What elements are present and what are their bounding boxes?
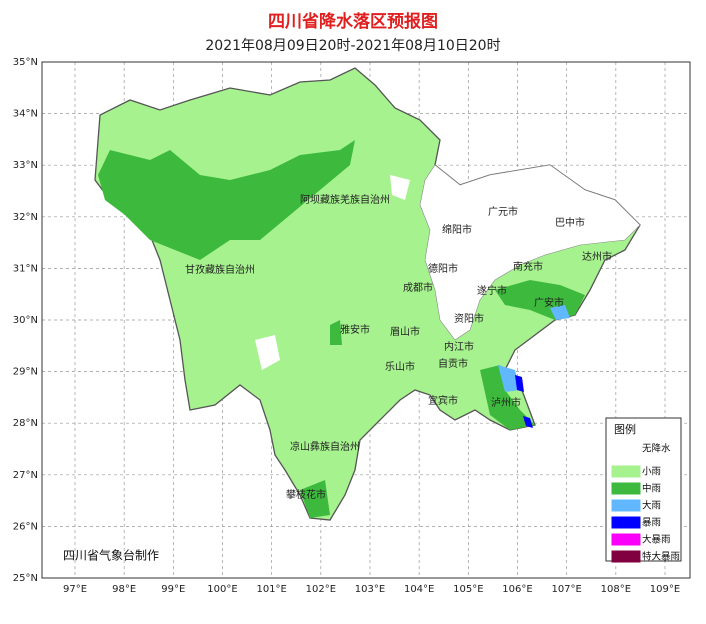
lat-tick-label: 27°N	[13, 470, 38, 481]
city-label: 遂宁市	[477, 284, 507, 297]
lon-tick-label: 97°E	[63, 584, 87, 595]
lon-tick-label: 99°E	[161, 584, 185, 595]
lon-tick-label: 101°E	[256, 584, 286, 595]
city-label: 凉山彝族自治州	[290, 440, 360, 453]
legend-swatch	[611, 499, 641, 512]
legend-swatch	[611, 550, 641, 563]
lat-tick-label: 31°N	[13, 263, 38, 274]
city-label: 泸州市	[491, 396, 521, 409]
city-label: 巴中市	[555, 216, 585, 229]
legend-label: 无降水	[642, 443, 671, 455]
legend-swatch	[611, 533, 641, 546]
lat-tick-label: 25°N	[13, 573, 38, 584]
heavy-rain-area	[498, 305, 570, 392]
legend-title: 图例	[614, 422, 636, 436]
legend-label: 大暴雨	[642, 534, 671, 546]
lon-tick-label: 105°E	[453, 584, 483, 595]
legend-swatch	[611, 516, 641, 529]
city-label: 自贡市	[438, 357, 468, 370]
lon-tick-label: 109°E	[650, 584, 680, 595]
city-label: 成都市	[403, 281, 433, 294]
city-label: 宜宾市	[428, 394, 458, 407]
legend-label: 大雨	[642, 500, 661, 512]
lat-tick-label: 34°N	[13, 109, 38, 120]
city-label: 广安市	[534, 296, 564, 309]
lon-tick-label: 106°E	[502, 584, 532, 595]
subtitle: 2021年08月09日20时-2021年08月10日20时	[205, 38, 500, 54]
lat-tick-label: 33°N	[13, 160, 38, 171]
legend-label: 中雨	[642, 483, 661, 495]
no-rain-patch	[255, 175, 410, 370]
no-rain-area	[419, 164, 641, 341]
lon-tick-label: 100°E	[207, 584, 237, 595]
city-label: 攀枝花市	[286, 488, 326, 501]
title: 四川省降水落区预报图	[268, 11, 438, 32]
city-label: 资阳市	[454, 312, 484, 325]
legend-label: 暴雨	[642, 518, 661, 529]
lon-tick-label: 104°E	[404, 584, 434, 595]
lat-tick-label: 35°N	[13, 57, 38, 68]
lat-tick-label: 29°N	[13, 367, 38, 378]
city-label: 达州市	[582, 250, 612, 263]
city-label: 乐山市	[385, 360, 415, 373]
city-label: 广元市	[488, 205, 518, 218]
legend-label: 特大暴雨	[642, 551, 680, 563]
city-label: 甘孜藏族自治州	[185, 263, 255, 276]
legend-swatch	[611, 482, 641, 495]
credit: 四川省气象台制作	[63, 548, 159, 563]
lon-tick-label: 108°E	[601, 584, 631, 595]
legend-swatch	[612, 449, 640, 460]
lat-tick-label: 26°N	[13, 521, 38, 532]
city-label: 内江市	[444, 340, 474, 353]
lon-tick-label: 98°E	[112, 584, 136, 595]
city-label: 雅安市	[340, 323, 370, 336]
lon-tick-label: 103°E	[355, 584, 385, 595]
city-label: 德阳市	[428, 262, 458, 275]
moderate-rain-area	[98, 140, 585, 518]
map-frame	[41, 61, 691, 579]
city-label: 阿坝藏族羌族自治州	[300, 193, 390, 206]
lat-tick-label: 30°N	[13, 315, 38, 326]
legend-swatch	[611, 465, 641, 478]
legend-label: 小雨	[642, 467, 661, 478]
rainstorm-area	[515, 375, 533, 428]
lon-tick-label: 107°E	[551, 584, 581, 595]
city-label: 绵阳市	[442, 223, 472, 236]
lat-tick-label: 28°N	[13, 418, 38, 429]
lat-tick-label: 32°N	[13, 212, 38, 223]
city-label: 南充市	[513, 260, 543, 273]
city-label: 眉山市	[390, 325, 420, 338]
lon-tick-label: 102°E	[306, 584, 336, 595]
